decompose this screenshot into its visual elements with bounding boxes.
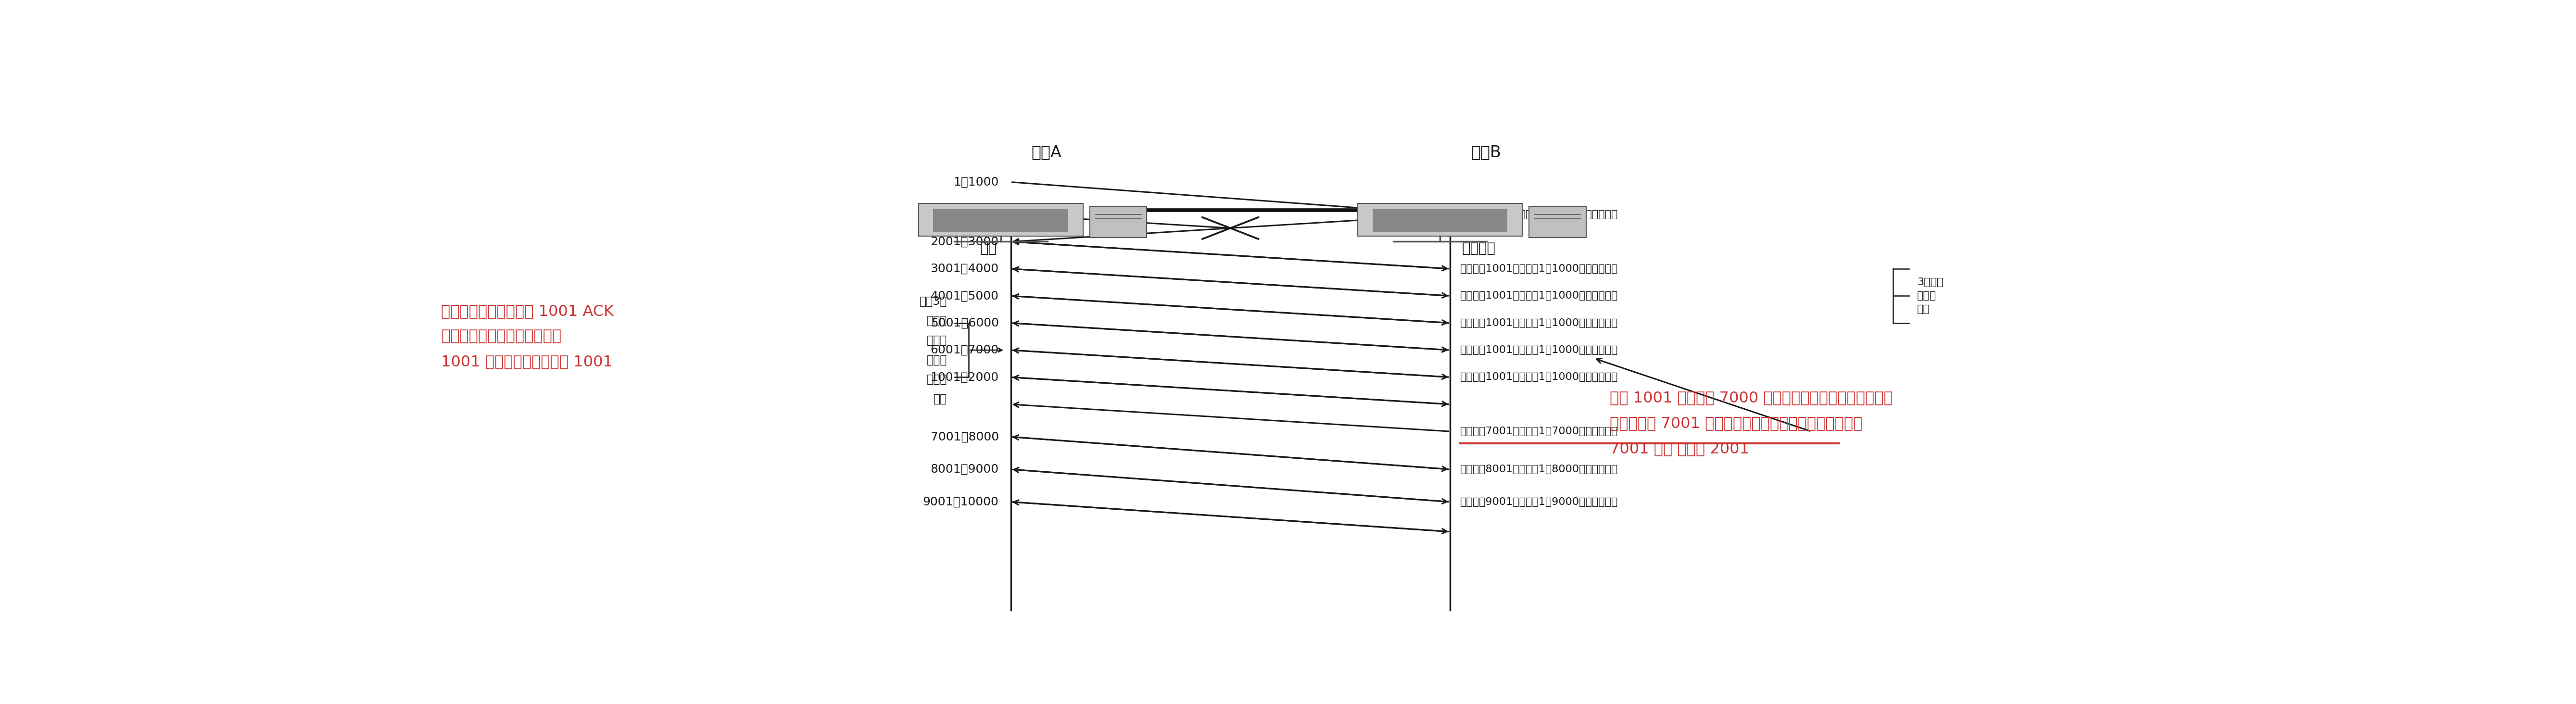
Text: 8001～9000: 8001～9000	[930, 464, 999, 475]
FancyBboxPatch shape	[920, 203, 1082, 237]
FancyBboxPatch shape	[1373, 208, 1507, 232]
Text: 下一个是1001（已接收1～1000字节的数据）: 下一个是1001（已接收1～1000字节的数据）	[1461, 264, 1618, 274]
Text: 3次重复
的确认
应答: 3次重复 的确认 应答	[1917, 277, 1942, 314]
Text: 1001～2000: 1001～2000	[930, 372, 999, 383]
Text: 下一个是1001（已接收1～1000字节的数据）: 下一个是1001（已接收1～1000字节的数据）	[1461, 210, 1618, 220]
FancyBboxPatch shape	[1530, 206, 1587, 238]
Text: 发。: 发。	[933, 393, 948, 405]
Text: 下一个是1001（已接收1～1000字节的数据）: 下一个是1001（已接收1～1000字节的数据）	[1461, 345, 1618, 355]
Text: 下一个是7001（已接收1～7000字节的数据）: 下一个是7001（已接收1～7000字节的数据）	[1461, 427, 1618, 436]
Text: 7001～8000: 7001～8000	[930, 431, 999, 443]
Text: 同样的: 同样的	[927, 315, 948, 327]
Text: 答时则: 答时则	[927, 354, 948, 365]
Text: 下一个是9001（已接收1～9000字节的数据）: 下一个是9001（已接收1～9000字节的数据）	[1461, 497, 1618, 507]
Text: 1～1000: 1～1000	[953, 176, 999, 188]
Text: 1001～2000: 1001～2000	[930, 209, 999, 220]
Text: 主机A: 主机A	[1030, 144, 1061, 161]
Text: 下一个是1001（已接收1～1000字节的数据）: 下一个是1001（已接收1～1000字节的数据）	[1461, 291, 1618, 301]
FancyBboxPatch shape	[1090, 206, 1146, 238]
Text: 主机B: 主机B	[1471, 144, 1502, 161]
Text: 重传 1001 后，因为 7000 之前的数据都已经收到了，接下
来就是索要 7001 之后的数据，所以此时确认序号就是从
7001 开始 而不是 2001: 重传 1001 后，因为 7000 之前的数据都已经收到了，接下 来就是索要 7…	[1610, 391, 1893, 456]
Text: 9001～10000: 9001～10000	[922, 496, 999, 508]
Text: 发送方在多次收到索要 1001 ACK
的应答报文之后，就会认为是
1001 丢包了，所以会重传 1001: 发送方在多次收到索要 1001 ACK 的应答报文之后，就会认为是 1001 丢…	[440, 304, 613, 370]
Text: 确认应: 确认应	[927, 334, 948, 346]
FancyBboxPatch shape	[933, 208, 1069, 232]
Text: 确认应答: 确认应答	[1463, 241, 1497, 255]
Text: 数据: 数据	[979, 241, 997, 255]
Text: 2001～3000: 2001～3000	[930, 236, 999, 247]
FancyBboxPatch shape	[1358, 203, 1522, 237]
Text: 收到3个: 收到3个	[920, 296, 948, 307]
Text: 下一个是1001（已接收1～1000字节的数据）: 下一个是1001（已接收1～1000字节的数据）	[1461, 318, 1618, 328]
Text: 下一个是8001（已接收1～8000字节的数据）: 下一个是8001（已接收1～8000字节的数据）	[1461, 465, 1618, 474]
Text: 6001～7000: 6001～7000	[930, 344, 999, 356]
Text: 5001～6000: 5001～6000	[930, 318, 999, 329]
Text: 下一个是1001（已接收1～1000字节的数据）: 下一个是1001（已接收1～1000字节的数据）	[1461, 372, 1618, 382]
Text: 进行重: 进行重	[927, 374, 948, 385]
Text: 4001～5000: 4001～5000	[930, 290, 999, 301]
Text: 3001～4000: 3001～4000	[930, 263, 999, 275]
